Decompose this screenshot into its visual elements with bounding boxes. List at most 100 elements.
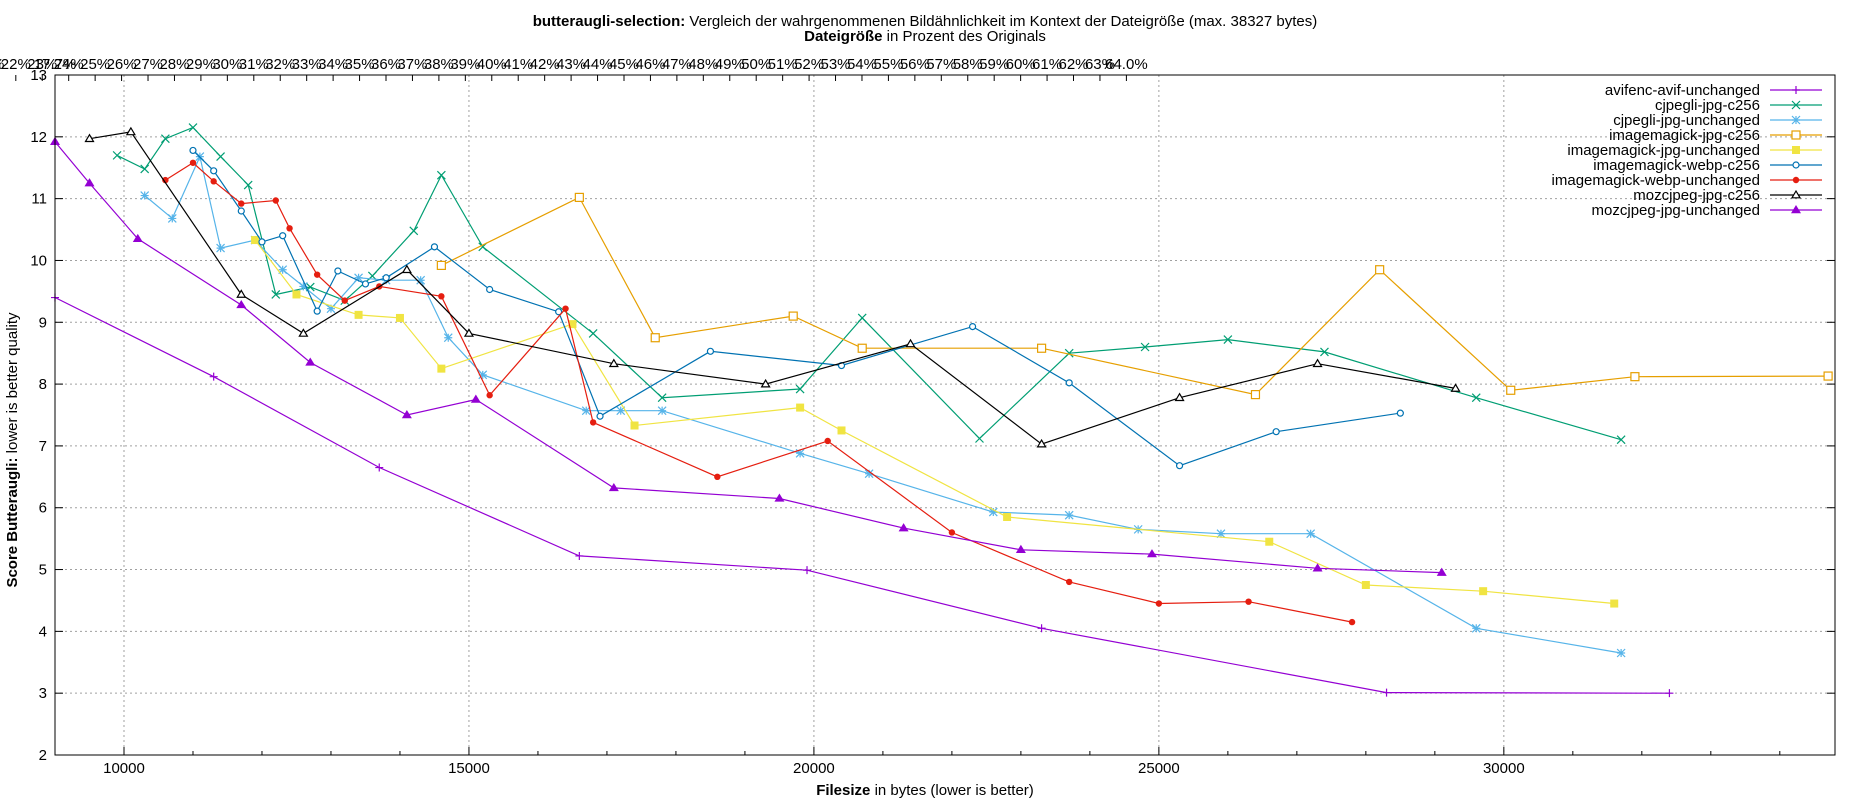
x2-tick-label: 28% xyxy=(159,56,189,73)
data-point xyxy=(140,191,150,200)
data-point xyxy=(657,393,667,403)
data-point xyxy=(1037,624,1046,633)
y-tick-label: 4 xyxy=(39,623,47,640)
y-tick-label: 12 xyxy=(30,129,47,146)
data-point xyxy=(795,448,805,458)
x2-tick-label: 22% xyxy=(1,56,31,73)
legend-item: imagemagick-jpg-c256 xyxy=(1609,127,1822,144)
x2-tick-label: 44% xyxy=(583,56,613,73)
data-point xyxy=(1223,335,1233,345)
x2-tick-label: 23% xyxy=(27,56,57,73)
data-point xyxy=(354,273,363,283)
data-point xyxy=(588,328,598,338)
data-point xyxy=(401,410,412,419)
chart-title: butteraugli-selection: Vergleich der wah… xyxy=(533,13,1318,30)
data-point xyxy=(1479,587,1488,596)
data-point xyxy=(251,236,260,245)
data-point xyxy=(837,426,846,435)
series-line xyxy=(441,196,1829,396)
data-point xyxy=(1003,513,1012,521)
x2-tick-label: 30% xyxy=(212,56,242,73)
data-point xyxy=(401,264,412,274)
data-point xyxy=(271,290,281,299)
series-line xyxy=(116,126,1622,441)
x2-tick-label: 27% xyxy=(133,56,163,73)
data-point xyxy=(313,271,321,278)
legend-item: cjpegli-jpg-c256 xyxy=(1655,97,1822,114)
data-point xyxy=(1306,529,1316,539)
plot-frame xyxy=(54,74,1836,756)
data-point xyxy=(313,307,321,315)
y-tick-label: 11 xyxy=(31,191,47,208)
data-point xyxy=(555,308,563,316)
x2-tick-label: 29% xyxy=(186,56,216,73)
data-point xyxy=(1036,343,1047,353)
data-point xyxy=(430,243,439,251)
legend-label: imagemagick-webp-unchanged xyxy=(1552,172,1760,189)
data-point xyxy=(1382,688,1391,697)
data-point xyxy=(361,280,370,288)
x-tick-label: 20000 xyxy=(793,760,835,777)
data-point xyxy=(714,473,721,481)
y-axis-label-bold: Score Butteraugli: xyxy=(4,458,21,588)
series-line xyxy=(144,154,1622,654)
data-point xyxy=(1396,409,1404,417)
data-point xyxy=(1140,342,1150,352)
data-point xyxy=(1436,567,1447,576)
x2-tick-label: 39% xyxy=(450,56,480,73)
legend-label: imagemagick-jpg-unchanged xyxy=(1567,142,1760,159)
data-point xyxy=(1015,544,1026,553)
data-point xyxy=(568,320,577,329)
data-point xyxy=(436,170,446,180)
series-line xyxy=(54,141,1442,574)
data-point xyxy=(796,403,805,412)
data-point xyxy=(1245,598,1252,605)
data-point xyxy=(1272,428,1280,436)
x-axis-label-rest: in bytes (lower is better) xyxy=(875,782,1034,799)
data-point xyxy=(132,233,143,243)
y-tick-label: 9 xyxy=(39,314,47,331)
x2-tick-label: 48% xyxy=(688,56,718,73)
data-point xyxy=(375,463,384,472)
y-tick-label: 2 xyxy=(39,747,47,764)
data-point xyxy=(326,304,336,314)
x2-tick-label: 31% xyxy=(239,56,269,73)
data-point xyxy=(1823,371,1833,381)
x2-tick-label: 41% xyxy=(503,56,533,73)
series-line xyxy=(254,239,1615,605)
legend-item: avifenc-avif-unchanged xyxy=(1605,82,1822,99)
data-point xyxy=(436,260,446,270)
legend-item: mozcjpeg-jpg-c256 xyxy=(1633,187,1822,204)
data-point xyxy=(1616,648,1626,658)
chart-subtitle-bold: Dateigröße xyxy=(804,28,882,45)
x2-tick-label: 26% xyxy=(107,56,137,73)
data-point xyxy=(1155,600,1163,607)
data-point xyxy=(443,333,453,343)
legend-label: avifenc-avif-unchanged xyxy=(1605,82,1760,99)
legend-swatch-marker xyxy=(1792,146,1800,154)
x2-tick-label: 32% xyxy=(265,56,295,73)
data-point xyxy=(236,289,247,298)
data-point xyxy=(486,285,494,294)
data-point xyxy=(463,328,475,337)
x-tick-label: 15000 xyxy=(448,760,490,777)
legend-label: imagemagick-jpg-c256 xyxy=(1609,127,1760,144)
series-layer xyxy=(50,123,1833,698)
legend-item: mozcjpeg-jpg-unchanged xyxy=(1592,202,1822,219)
data-point xyxy=(608,358,619,368)
legend-label: cjpegli-jpg-unchanged xyxy=(1613,112,1760,129)
data-point xyxy=(167,213,177,223)
series-mozcjpeg-jpg-unchanged xyxy=(50,136,1447,576)
data-point xyxy=(210,178,217,185)
data-point xyxy=(574,192,584,202)
y-tick-label: 6 xyxy=(39,500,47,517)
data-point xyxy=(1064,510,1074,520)
legend-label: mozcjpeg-jpg-c256 xyxy=(1633,187,1760,204)
data-point xyxy=(988,507,998,517)
y-tick-label: 3 xyxy=(39,685,47,702)
legend-label: cjpegli-jpg-c256 xyxy=(1655,97,1760,114)
x-tick-label: 30000 xyxy=(1483,760,1525,777)
x-tick-label: 10000 xyxy=(103,760,145,777)
y-axis-label: Score Butteraugli: lower is better quali… xyxy=(4,312,21,588)
